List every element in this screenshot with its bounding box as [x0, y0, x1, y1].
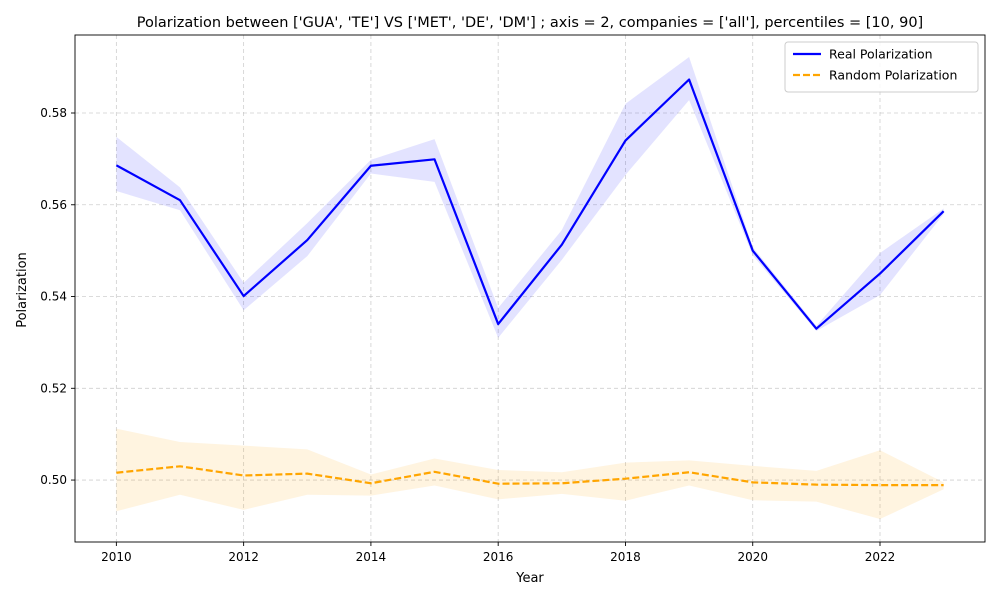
chart-title: Polarization between ['GUA', 'TE'] VS ['…: [137, 15, 923, 31]
plot-frame: [74, 34, 986, 543]
x-tick-label: 2022: [865, 550, 896, 564]
x-tick-label: 2012: [228, 550, 259, 564]
legend-label: Real Polarization: [829, 47, 933, 62]
real-polarization-line: [115, 78, 945, 330]
y-tick-label: 0.50: [40, 473, 67, 487]
grid: [75, 35, 985, 542]
y-axis-label: Polarization: [15, 252, 30, 328]
legend-label: Random Polarization: [829, 68, 957, 83]
series-lines: [115, 78, 945, 487]
x-axis-label: Year: [515, 571, 544, 586]
x-tick-label: 2020: [737, 550, 768, 564]
random-polarization-band: [116, 428, 944, 520]
legend: Real Polarization Random Polarization: [784, 41, 979, 93]
real-polarization-band: [116, 57, 944, 338]
confidence-bands: [116, 57, 944, 520]
y-tick-label: 0.56: [40, 198, 67, 212]
x-tick-label: 2010: [101, 550, 132, 564]
y-tick-label: 0.54: [40, 290, 67, 304]
x-tick-label: 2014: [356, 550, 387, 564]
x-tick-label: 2016: [483, 550, 514, 564]
axes: 2010 2012 2014 2016 2018 2020 2022 0.50 0.52 0.54…: [40, 34, 986, 564]
legend-box: [784, 41, 979, 93]
x-tick-label: 2018: [610, 550, 641, 564]
y-tick-label: 0.58: [40, 106, 67, 120]
random-polarization-line: [116, 465, 944, 487]
y-tick-label: 0.52: [40, 381, 67, 395]
